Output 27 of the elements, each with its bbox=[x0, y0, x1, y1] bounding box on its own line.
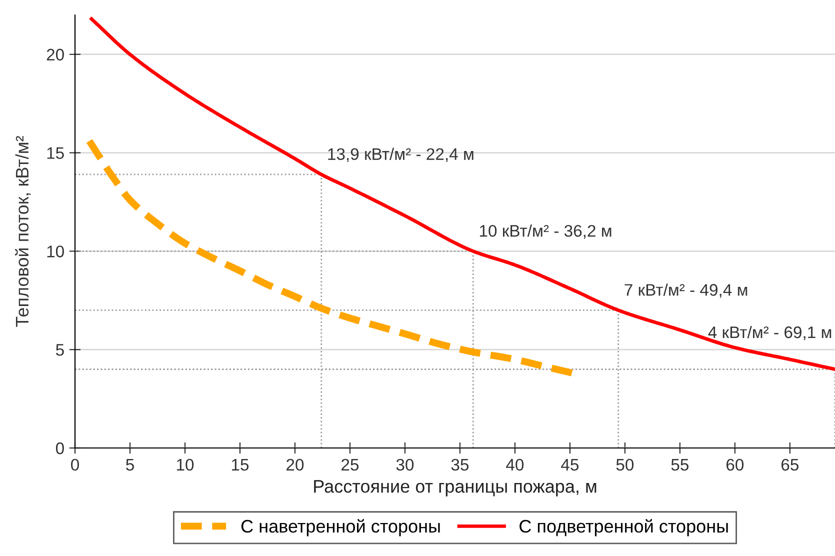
x-tick-label: 45 bbox=[561, 459, 579, 471]
x-tick-label: 40 bbox=[506, 458, 524, 471]
x-tick-label: 35 bbox=[451, 458, 469, 471]
x-tick-label: 55 bbox=[671, 459, 688, 471]
x-tick-label: 65 bbox=[781, 458, 798, 471]
annotation: 13,9 кВт/м² - 22,4 м bbox=[328, 148, 474, 162]
y-axis-title: Тепловой поток, кВт/м² bbox=[15, 136, 31, 327]
y-tick-label: 15 bbox=[47, 147, 64, 159]
x-tick-label: 60 bbox=[726, 458, 744, 471]
annotation: 4 кВт/м² - 69,1 м bbox=[708, 326, 832, 340]
x-tick-label: 10 bbox=[176, 458, 194, 471]
annotation: 10 кВт/м² - 36,2 м bbox=[480, 224, 612, 239]
y-tick-label: 5 bbox=[56, 344, 64, 356]
y-tick-label: 10 bbox=[47, 246, 64, 258]
y-tick-label: 0 bbox=[56, 442, 64, 454]
x-tick-label: 20 bbox=[286, 458, 304, 471]
legend-label: С наветренной стороны bbox=[241, 519, 440, 536]
annotation: 7 кВт/м² - 49,4 м bbox=[624, 284, 748, 298]
x-tick-label: 30 bbox=[396, 458, 414, 471]
x-tick-label: 50 bbox=[616, 458, 634, 471]
x-tick-label: 15 bbox=[232, 459, 249, 471]
y-tick-label: 20 bbox=[46, 48, 64, 61]
x-axis-title: Расстояние от границы пожара, м bbox=[314, 480, 596, 496]
x-tick-label: 0 bbox=[71, 458, 79, 471]
legend-label: С подветренной стороны bbox=[520, 519, 728, 536]
x-tick-label: 5 bbox=[126, 459, 134, 471]
x-tick-label: 25 bbox=[342, 458, 359, 471]
